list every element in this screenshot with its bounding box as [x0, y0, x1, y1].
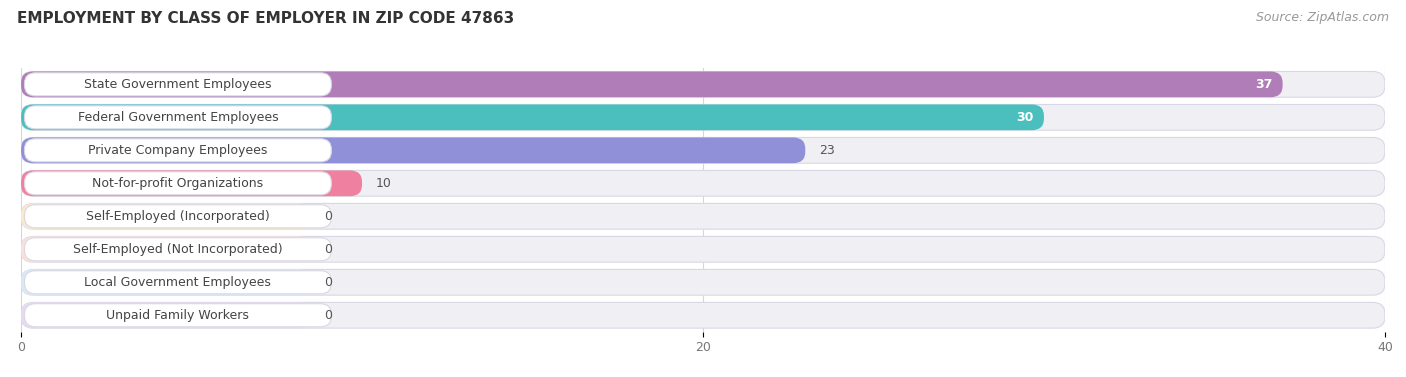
FancyBboxPatch shape: [21, 236, 1385, 262]
Text: Private Company Employees: Private Company Employees: [89, 144, 267, 157]
Text: Local Government Employees: Local Government Employees: [84, 276, 271, 289]
FancyBboxPatch shape: [21, 204, 311, 229]
FancyBboxPatch shape: [24, 205, 332, 228]
Text: Federal Government Employees: Federal Government Employees: [77, 111, 278, 124]
Text: 0: 0: [325, 210, 333, 223]
FancyBboxPatch shape: [24, 172, 332, 195]
FancyBboxPatch shape: [24, 73, 332, 96]
FancyBboxPatch shape: [24, 271, 332, 294]
Text: 0: 0: [325, 276, 333, 289]
Text: Self-Employed (Not Incorporated): Self-Employed (Not Incorporated): [73, 243, 283, 256]
Text: 0: 0: [325, 243, 333, 256]
FancyBboxPatch shape: [21, 104, 1385, 130]
Text: EMPLOYMENT BY CLASS OF EMPLOYER IN ZIP CODE 47863: EMPLOYMENT BY CLASS OF EMPLOYER IN ZIP C…: [17, 11, 515, 26]
Text: Unpaid Family Workers: Unpaid Family Workers: [107, 309, 249, 322]
FancyBboxPatch shape: [21, 204, 1385, 229]
FancyBboxPatch shape: [24, 238, 332, 261]
FancyBboxPatch shape: [21, 72, 1385, 97]
Text: 10: 10: [375, 177, 391, 190]
Text: 23: 23: [818, 144, 835, 157]
Text: 0: 0: [325, 309, 333, 322]
FancyBboxPatch shape: [21, 302, 1385, 328]
FancyBboxPatch shape: [21, 236, 311, 262]
FancyBboxPatch shape: [24, 139, 332, 162]
FancyBboxPatch shape: [21, 170, 363, 196]
Text: 30: 30: [1017, 111, 1033, 124]
FancyBboxPatch shape: [21, 138, 806, 163]
Text: 37: 37: [1256, 78, 1272, 91]
FancyBboxPatch shape: [21, 138, 1385, 163]
FancyBboxPatch shape: [21, 170, 1385, 196]
FancyBboxPatch shape: [21, 302, 311, 328]
FancyBboxPatch shape: [24, 304, 332, 327]
Text: Source: ZipAtlas.com: Source: ZipAtlas.com: [1256, 11, 1389, 24]
Text: Not-for-profit Organizations: Not-for-profit Organizations: [93, 177, 263, 190]
FancyBboxPatch shape: [21, 270, 311, 295]
FancyBboxPatch shape: [21, 72, 1282, 97]
Text: State Government Employees: State Government Employees: [84, 78, 271, 91]
FancyBboxPatch shape: [21, 270, 1385, 295]
Text: Self-Employed (Incorporated): Self-Employed (Incorporated): [86, 210, 270, 223]
FancyBboxPatch shape: [24, 106, 332, 129]
FancyBboxPatch shape: [21, 104, 1045, 130]
